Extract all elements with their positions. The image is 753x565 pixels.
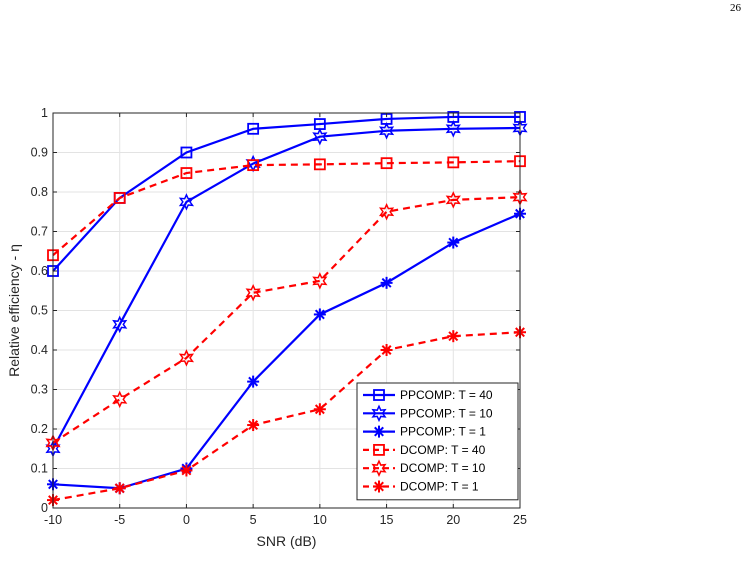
asterisk-stroke: [114, 483, 125, 494]
x-tick-label: -5: [114, 513, 125, 527]
legend-entry: PPCOMP: T = 10: [363, 404, 493, 423]
series-line: [52, 331, 521, 502]
asterisk-marker: [447, 236, 460, 249]
y-tick-label: 0.4: [31, 343, 48, 357]
asterisk-marker: [380, 344, 393, 356]
asterisk-marker: [247, 419, 260, 432]
y-tick-label: 0.1: [31, 462, 48, 476]
legend-entry: DCOMP: T = 10: [363, 459, 486, 477]
asterisk-stroke: [314, 404, 325, 415]
legend-label: PPCOMP: T = 1: [400, 425, 486, 439]
x-axis-label: SNR (dB): [257, 533, 317, 549]
y-tick-label: 0: [41, 501, 48, 515]
x-tick-label: 25: [513, 513, 527, 527]
legend: PPCOMP: T = 40 PPCOMP: T = 10 PPCOMP: T = …: [356, 382, 519, 501]
square-marker: [373, 389, 385, 401]
asterisk-stroke: [181, 465, 192, 476]
ticks: -10 -5 0 5 10 15 20 25 0 0.1 0.2 0.3 0.4 0.5 0.6 0.7 0.8…: [31, 106, 527, 527]
series-line: [52, 196, 521, 444]
square-marker: [247, 122, 260, 135]
y-tick-label: 0.7: [31, 225, 48, 239]
y-tick-label: 0.5: [31, 304, 48, 318]
hexagram-marker: [378, 121, 395, 140]
asterisk-stroke: [381, 277, 392, 288]
page-number: 26: [730, 2, 741, 14]
asterisk-marker: [180, 464, 193, 477]
asterisk-marker: [373, 480, 385, 493]
legend-label: DCOMP: T = 40: [400, 443, 486, 457]
hexagram-marker: [112, 315, 128, 334]
x-tick-label: 5: [250, 513, 257, 527]
hexagram-marker: [378, 202, 395, 221]
hexagram-marker: [312, 272, 328, 290]
square-marker: [180, 167, 193, 179]
square-marker: [380, 157, 393, 170]
x-tick-label: -10: [44, 513, 62, 527]
hexagram-marker: [245, 283, 261, 302]
legend-box: [356, 382, 519, 501]
hexagram-marker: [445, 120, 461, 138]
y-tick-label: 0.2: [31, 422, 48, 436]
legend-entry: PPCOMP: T = 40: [363, 388, 493, 402]
asterisk-stroke: [314, 309, 325, 320]
asterisk-stroke: [248, 376, 259, 387]
asterisk-stroke: [248, 420, 259, 430]
hexagram-marker: [112, 390, 128, 409]
hexagram-marker: [445, 191, 461, 209]
hexagram-marker: [371, 404, 387, 423]
y-tick-label: 1: [41, 106, 48, 120]
asterisk-stroke: [374, 426, 384, 437]
y-axis-label: Relative efficiency - η: [6, 244, 22, 377]
legend-entry: PPCOMP: T = 1: [363, 425, 486, 439]
legend-entry: DCOMP: T = 1: [363, 480, 479, 494]
y-tick-label: 0.6: [31, 264, 48, 278]
x-tick-label: 10: [313, 513, 327, 527]
x-tick-label: 15: [380, 513, 394, 527]
asterisk-stroke: [448, 331, 459, 342]
asterisk-marker: [313, 403, 326, 416]
hexagram-marker: [178, 193, 195, 211]
asterisk-marker: [113, 482, 126, 495]
square-marker: [113, 192, 126, 204]
square-marker: [180, 146, 193, 159]
legend-label: DCOMP: T = 10: [400, 461, 486, 475]
square-marker: [313, 158, 326, 171]
hexagram-marker: [371, 459, 387, 477]
square-marker: [247, 159, 260, 172]
asterisk-marker: [313, 308, 326, 321]
series-line: [52, 126, 521, 450]
x-tick-label: 0: [183, 513, 190, 527]
legend-label: PPCOMP: T = 40: [400, 388, 493, 402]
square-marker: [447, 156, 460, 169]
series-line: [52, 115, 520, 272]
x-tick-label: 20: [446, 513, 460, 527]
series-line: [52, 160, 521, 257]
asterisk-marker: [373, 425, 385, 438]
asterisk-stroke: [374, 481, 384, 492]
y-tick-label: 0.8: [31, 185, 48, 199]
square-marker: [373, 443, 385, 456]
legend-entry: DCOMP: T = 40: [363, 443, 486, 457]
hexagram-marker: [178, 349, 195, 367]
asterisk-stroke: [448, 237, 459, 248]
hexagram-marker: [312, 127, 328, 146]
asterisk-stroke: [381, 345, 392, 355]
series-line: [52, 212, 521, 490]
y-tick-label: 0.3: [31, 383, 48, 397]
asterisk-marker: [447, 330, 460, 343]
asterisk-marker: [380, 276, 393, 289]
y-tick-label: 0.9: [31, 146, 48, 160]
asterisk-marker: [247, 375, 260, 388]
legend-label: PPCOMP: T = 10: [400, 406, 493, 420]
legend-label: DCOMP: T = 1: [400, 480, 479, 494]
